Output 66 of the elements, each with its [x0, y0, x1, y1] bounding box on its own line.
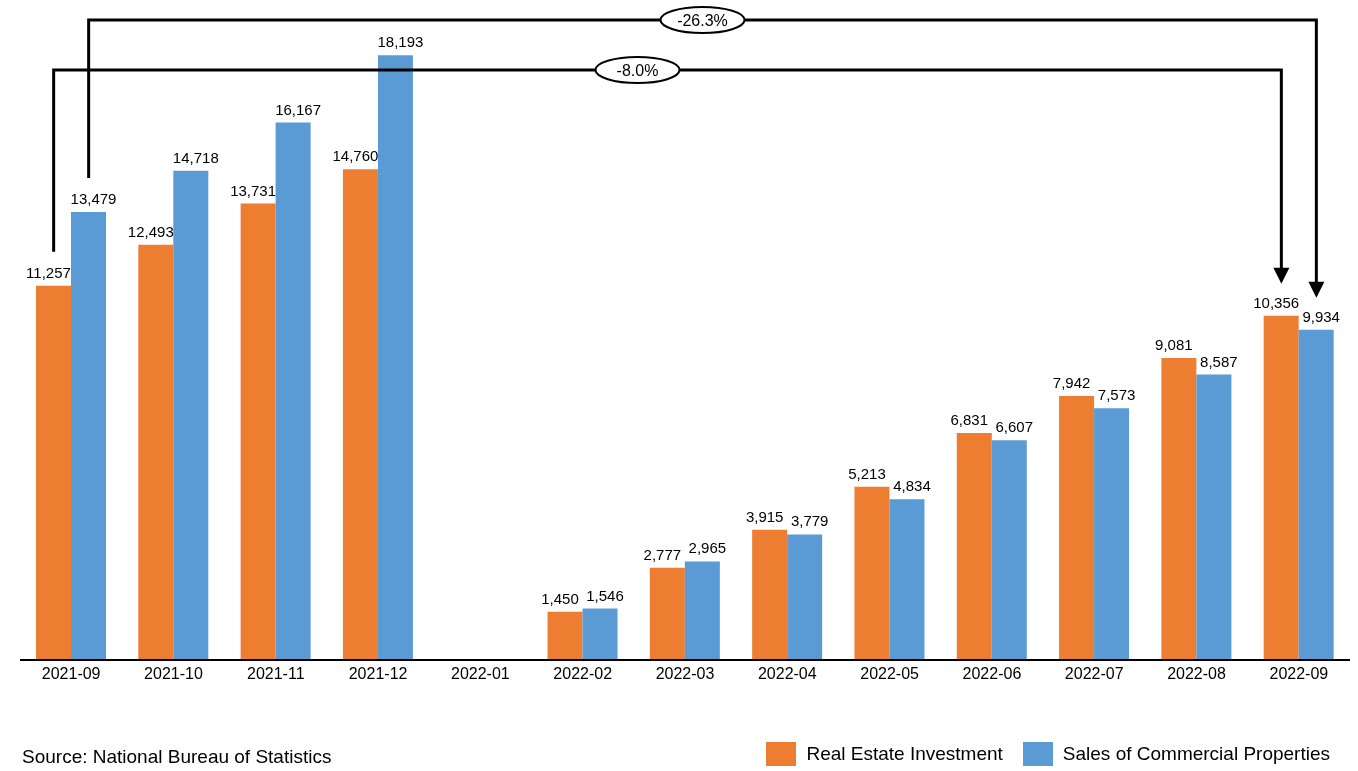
x-tick-label: 2022-03 — [655, 665, 715, 683]
data-label: 7,942 — [1052, 373, 1091, 391]
data-label: 9,081 — [1155, 336, 1193, 354]
bar — [854, 486, 890, 660]
x-tick-label: 2022-05 — [860, 665, 920, 683]
data-label: 14,718 — [172, 148, 219, 166]
bar — [1196, 374, 1232, 660]
data-label: 5,213 — [848, 464, 886, 482]
bar — [173, 170, 209, 660]
bar — [240, 203, 276, 660]
x-tick-label: 2022-04 — [757, 665, 817, 683]
data-label: 8,587 — [1200, 352, 1238, 370]
bar — [1263, 315, 1299, 660]
x-tick-label: 2022-08 — [1167, 665, 1226, 683]
bar — [71, 211, 106, 660]
bar — [684, 561, 720, 660]
bar — [275, 122, 311, 660]
x-tick-label: 2022-01 — [451, 665, 510, 683]
data-label: 10,356 — [1253, 293, 1300, 311]
data-label: 13,731 — [230, 181, 277, 199]
x-tick-label: 2022-09 — [1269, 665, 1329, 683]
source-note: Source: National Bureau of Statistics — [22, 746, 332, 768]
bar — [991, 440, 1027, 660]
data-label: 11,257 — [26, 263, 71, 281]
bar — [1094, 408, 1130, 660]
legend-label: Real Estate Investment — [806, 743, 1003, 765]
bar — [956, 432, 992, 660]
bar — [889, 499, 925, 660]
bar — [582, 608, 618, 660]
bar — [752, 529, 788, 660]
bar — [377, 55, 413, 660]
data-label: 12,493 — [127, 222, 174, 240]
x-tick-label: 2021-10 — [144, 665, 203, 683]
bar — [138, 244, 174, 660]
data-label: 2,965 — [688, 539, 727, 557]
x-tick-label: 2022-07 — [1064, 665, 1124, 683]
data-label: 16,167 — [275, 100, 322, 118]
bar — [342, 169, 378, 660]
bar — [649, 567, 685, 660]
data-label: 9,934 — [1302, 307, 1340, 325]
bar — [787, 534, 823, 660]
data-label: 6,607 — [995, 418, 1034, 436]
bar — [36, 285, 71, 660]
text: -26.3% — [677, 12, 728, 29]
bar — [1298, 329, 1334, 660]
x-tick-label: 2022-02 — [553, 665, 613, 683]
x-tick-label: 2021-12 — [348, 665, 408, 683]
bar — [1161, 358, 1197, 660]
annotation: -8.0% — [616, 62, 659, 79]
data-label: 2,777 — [643, 545, 682, 563]
x-tick-label: 2021-11 — [247, 665, 305, 683]
bar — [547, 611, 583, 660]
data-label: 6,831 — [950, 410, 989, 428]
data-label: 7,573 — [1097, 386, 1136, 404]
data-label: 14,760 — [332, 147, 379, 165]
data-label: 1,450 — [541, 589, 579, 607]
data-label: 3,915 — [745, 507, 784, 525]
data-label: 13,479 — [70, 189, 117, 207]
legend-label: Sales of Commercial Properties — [1062, 743, 1330, 765]
data-label: 4,834 — [893, 477, 931, 495]
bar — [1059, 395, 1095, 660]
data-label: 1,546 — [586, 586, 624, 604]
x-tick-label: 2021-09 — [41, 665, 101, 683]
x-tick-label: 2022-06 — [962, 665, 1022, 683]
data-label: 18,193 — [377, 33, 424, 51]
data-label: 3,779 — [790, 512, 829, 530]
